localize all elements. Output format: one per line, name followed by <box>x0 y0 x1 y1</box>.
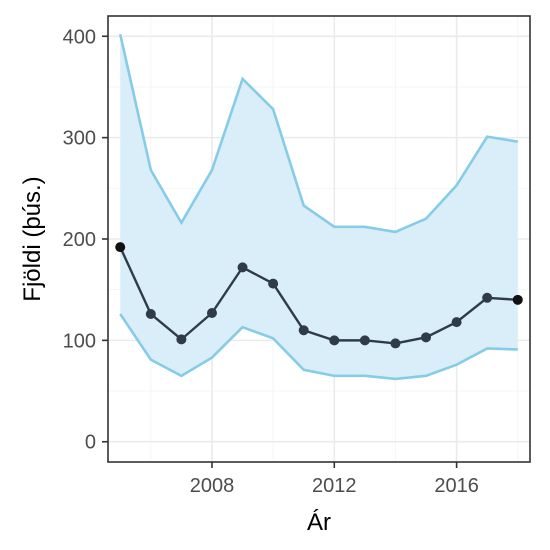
axis-ticks: 0 100 200 300 400 2008 2012 2016 <box>63 26 479 497</box>
x-tick-label: 2012 <box>312 475 357 497</box>
data-points <box>115 242 523 349</box>
y-tick-label: 400 <box>63 26 96 48</box>
y-tick-label: 0 <box>85 432 96 454</box>
data-point <box>359 335 370 346</box>
interval-band-fill <box>120 34 518 379</box>
estimate-line <box>119 246 518 345</box>
data-point <box>421 332 432 343</box>
upper-bound-line <box>118 33 518 234</box>
x-tick-label: 2008 <box>190 475 235 497</box>
y-tick-label: 300 <box>63 128 96 150</box>
data-point <box>115 242 126 253</box>
data-point <box>329 335 340 346</box>
y-tick-label: 100 <box>63 330 96 352</box>
x-tick-label: 2016 <box>434 475 479 497</box>
data-point <box>176 334 187 345</box>
data-point <box>390 338 401 349</box>
interval-band <box>118 33 518 381</box>
y-tick-label: 200 <box>63 229 96 251</box>
lower-bound-line <box>119 313 518 381</box>
series-line <box>119 246 518 345</box>
data-point <box>512 294 523 305</box>
data-point <box>482 292 493 303</box>
data-point <box>237 262 248 273</box>
data-point <box>298 325 309 336</box>
y-axis-title: Fjöldi (þús.) <box>19 176 46 301</box>
data-point <box>206 307 217 318</box>
data-point <box>451 317 462 328</box>
x-axis-title: Ár <box>307 509 331 536</box>
data-point <box>268 278 279 289</box>
data-point <box>145 309 156 320</box>
